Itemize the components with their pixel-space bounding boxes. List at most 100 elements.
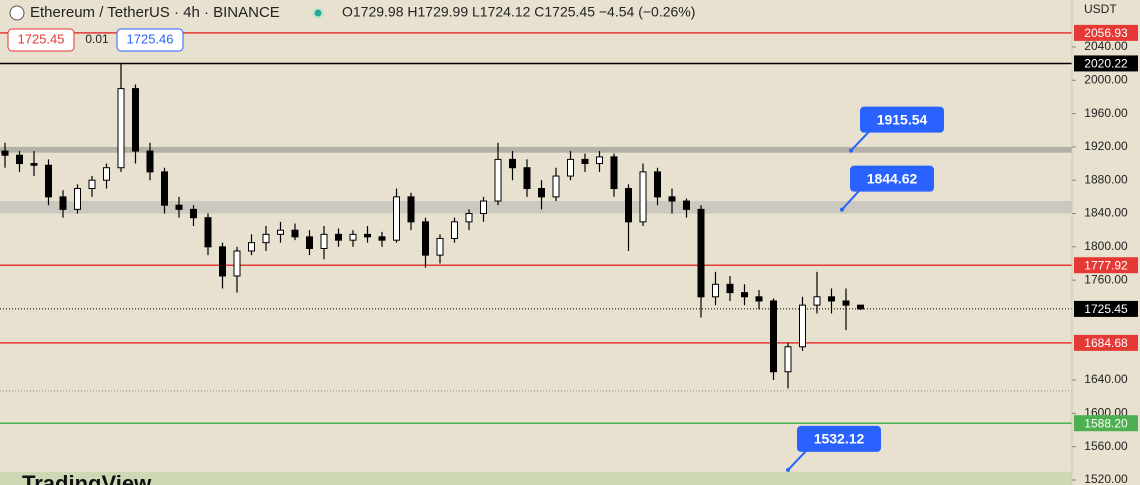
currency[interactable]: USDT [1084,2,1117,16]
candle-body [770,300,777,373]
y-tick-label: 1760.00 [1084,272,1128,286]
y-tick-label: 2040.00 [1084,39,1128,53]
level-label-bg [1074,334,1138,351]
candle-body [494,158,502,202]
candle-body [755,296,763,302]
candle-body [697,208,705,298]
ohlc: O1729.98 H1729.99 L1724.12 C1725.45 −4.5… [342,4,695,20]
callout-label: 1532.12 [814,431,865,447]
candle-body [552,175,560,198]
y-tick-label: 1880.00 [1084,172,1128,186]
candle-body [741,292,748,298]
buy-price[interactable]: 1725.46 [127,31,174,46]
symbol-icon[interactable] [9,5,25,21]
callout-pointer [787,449,808,471]
candle-body [219,246,226,277]
callout-box [850,165,934,192]
callout-anchor [786,467,790,472]
zone [0,146,1072,153]
candle-body [422,221,429,256]
candle-body [1,150,9,156]
level-label-bg [1074,300,1138,317]
candle-body [30,163,38,166]
candle-body [190,208,197,219]
candle-body [393,196,400,241]
zone [0,201,1072,214]
level-label-bg [1074,55,1138,72]
sell-price[interactable]: 1725.45 [18,31,65,46]
candle-body [465,213,473,223]
level-label: 1725.45 [1084,302,1128,316]
sell-box[interactable] [7,28,75,52]
callout-label: 1844.62 [867,170,918,186]
callout-anchor [849,148,853,153]
candle-body [248,242,255,252]
candle-body [117,88,125,169]
candle-body [842,300,850,306]
candle-body [291,229,299,238]
y-tick-label: 1840.00 [1084,206,1128,220]
candle-body [335,233,342,241]
y-tick-label: 2000.00 [1084,72,1128,86]
candle-body [407,196,415,223]
candle-body [813,296,821,306]
candle-body [277,229,284,235]
y-tick-label: 1960.00 [1084,106,1128,120]
callout-anchor [840,207,844,212]
callout-box [797,425,881,452]
candle-body [88,179,96,190]
candle-body [233,250,241,277]
y-tick-label: 1520.00 [1084,472,1128,485]
candle-body [364,233,371,238]
y-tick-label: 1800.00 [1084,239,1128,253]
level-label-bg [1074,415,1138,432]
level-label: 2020.22 [1084,57,1128,71]
callout-label: 1915.54 [877,111,928,127]
candle-body [857,304,864,310]
candle-body [625,188,632,223]
y-tick-label: 1920.00 [1084,139,1128,153]
candle-body [784,346,792,373]
candle-body [610,156,618,190]
candle-body [132,88,139,152]
brand: TradingView [22,471,152,485]
candle-body [74,188,81,210]
callout-pointer [841,189,861,211]
candle-body [45,164,52,198]
callout-box [860,106,944,133]
candle-body [306,236,313,249]
candle-body [538,188,545,198]
callout-pointer [850,129,871,152]
candle-body [683,200,690,210]
candle-body [567,158,574,177]
zone [0,471,1072,485]
level-label: 1684.68 [1084,336,1128,350]
candle-body [59,196,67,210]
candle-body [668,196,676,202]
candle-body [654,171,661,198]
candle-body [161,171,168,206]
candle-body [581,158,589,165]
candle-body [451,221,458,240]
candle-body [480,200,487,215]
candle-body [378,236,386,241]
candle-body [204,217,212,248]
candle-body [639,171,647,223]
level-label: 2056.93 [1084,26,1128,40]
buy-box[interactable] [116,28,184,52]
candle-body [262,233,270,244]
candle-body [103,167,110,181]
plot-area [0,32,1072,485]
candle-body [726,283,734,294]
level-label-bg [1074,24,1138,41]
level-label: 1588.20 [1084,416,1128,430]
y-tick-label: 1560.00 [1084,439,1128,453]
y-tick-label: 1640.00 [1084,372,1128,386]
candle-body [349,233,357,241]
symbol[interactable]: Ethereum / TetherUS · 4h · BINANCE [30,4,280,21]
candle-body [146,150,154,173]
status-dot [314,9,322,17]
